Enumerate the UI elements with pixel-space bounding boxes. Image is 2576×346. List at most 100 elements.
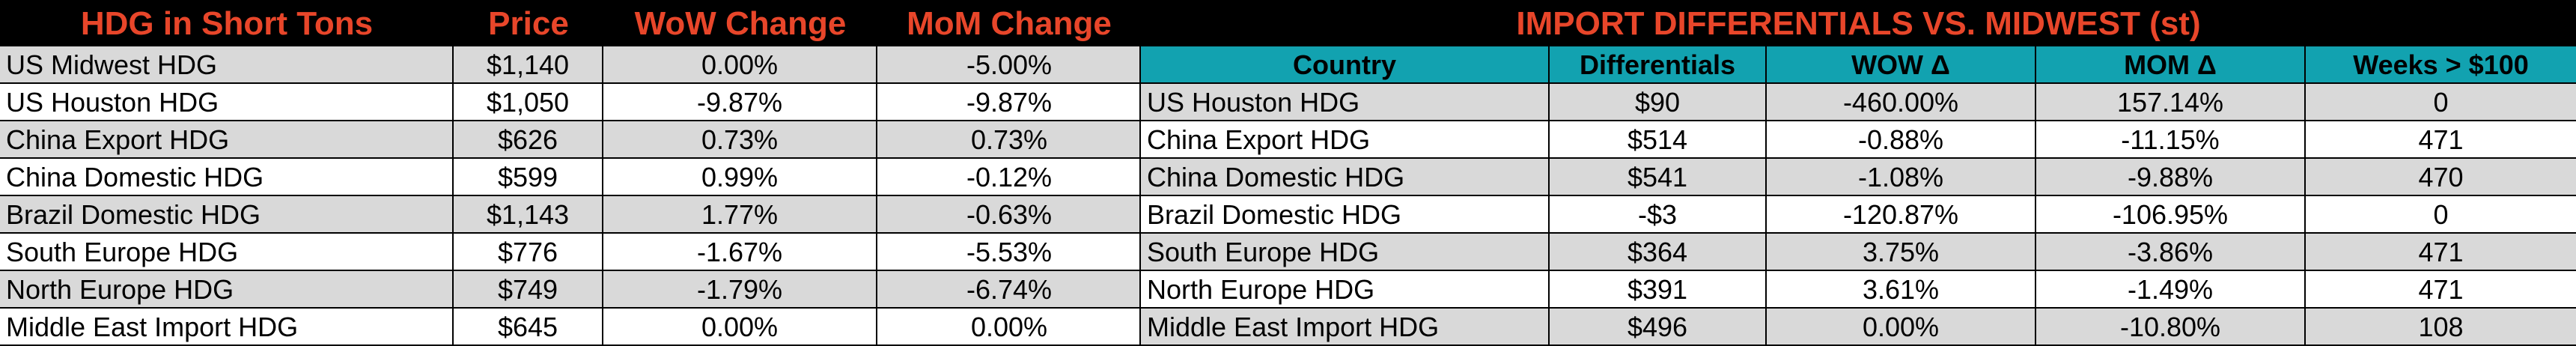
wow-change-cell: -1.79% xyxy=(603,271,877,307)
wow-change-cell: 0.73% xyxy=(603,121,877,157)
price-cell: $1,143 xyxy=(454,196,603,232)
wow-delta-cell: -1.08% xyxy=(1767,159,2036,195)
country-cell: Middle East Import HDG xyxy=(1141,309,1550,345)
country-cell: China Export HDG xyxy=(1141,121,1550,157)
country-cell: US Houston HDG xyxy=(1141,84,1550,120)
mom-change-cell: -9.87% xyxy=(966,87,1053,118)
mom-change-cell: 0.73% xyxy=(970,124,1048,155)
differential-cell: $496 xyxy=(1550,309,1767,345)
header-mom-change: MoM Change xyxy=(907,5,1112,42)
weeks-over-100-cell: 0 xyxy=(2433,87,2449,118)
wow-delta-cell: -120.87% xyxy=(1767,196,2036,232)
differential-cell: $541 xyxy=(1550,159,1767,195)
weeks-over-100-cell: 0 xyxy=(2433,199,2449,230)
product-name-cell: US Houston HDG xyxy=(0,84,454,120)
mom-change-cell: -5.53% xyxy=(966,237,1053,267)
header-wow-change: WoW Change xyxy=(634,5,847,42)
table-row: China Export HDG $514 -0.88% -11.15% 471 xyxy=(1141,121,2576,159)
differential-cell: $514 xyxy=(1550,121,1767,157)
mom-delta-cell: -9.88% xyxy=(2036,159,2306,195)
import-differentials-table-body: Country Differentials WOW Δ MOM Δ Weeks > $1… xyxy=(1141,46,2576,346)
wow-delta-cell: 3.75% xyxy=(1767,234,2036,270)
price-cell: $599 xyxy=(454,159,603,195)
product-name-cell: Brazil Domestic HDG xyxy=(0,196,454,232)
table-row: US Houston HDG $90 -460.00% 157.14% 0 xyxy=(1141,84,2576,121)
mom-delta-cell: -11.15% xyxy=(2036,121,2306,157)
mom-delta-cell: -10.80% xyxy=(2036,309,2306,345)
wow-delta-cell: 0.00% xyxy=(1767,309,2036,345)
hdg-price-table: HDG in Short Tons Price WoW Change MoM C… xyxy=(0,0,1141,346)
table-row: South Europe HDG $364 3.75% -3.86% 471 xyxy=(1141,234,2576,271)
differential-cell: $364 xyxy=(1550,234,1767,270)
country-cell: North Europe HDG xyxy=(1141,271,1550,307)
wow-change-cell: 0.00% xyxy=(603,46,877,82)
table-row: North Europe HDG $391 3.61% -1.49% 471 xyxy=(1141,271,2576,309)
mom-change-cell: 0.00% xyxy=(970,312,1048,342)
price-cell: $645 xyxy=(454,309,603,345)
product-name-cell: US Midwest HDG xyxy=(0,46,454,82)
wow-delta-cell: 3.61% xyxy=(1767,271,2036,307)
hdg-price-table-header: HDG in Short Tons Price WoW Change MoM C… xyxy=(0,0,1141,46)
country-cell: China Domestic HDG xyxy=(1141,159,1550,195)
header-country: Country xyxy=(1141,46,1550,82)
differential-cell: $391 xyxy=(1550,271,1767,307)
product-name-cell: North Europe HDG xyxy=(0,271,454,307)
weeks-over-100-cell: 108 xyxy=(2418,312,2464,342)
table-row: Brazil Domestic HDG -$3 -120.87% -106.95% 0 xyxy=(1141,196,2576,234)
header-product: HDG in Short Tons xyxy=(80,5,374,42)
weeks-over-100-cell: 471 xyxy=(2418,124,2464,155)
table-row: North Europe HDG $749 -1.79% -6.74% xyxy=(0,271,1141,309)
differential-cell: -$3 xyxy=(1550,196,1767,232)
differentials-header-row: Country Differentials WOW Δ MOM Δ Weeks > $1… xyxy=(1141,46,2576,84)
weeks-over-100-cell: 470 xyxy=(2418,162,2464,192)
product-name-cell: South Europe HDG xyxy=(0,234,454,270)
price-cell: $1,050 xyxy=(454,84,603,120)
table-row: US Houston HDG $1,050 -9.87% -9.87% xyxy=(0,84,1141,121)
wow-delta-cell: -460.00% xyxy=(1767,84,2036,120)
import-differentials-title: IMPORT DIFFERENTIALS VS. MIDWEST (st) xyxy=(1516,5,2201,42)
differential-cell: $90 xyxy=(1550,84,1767,120)
price-cell: $626 xyxy=(454,121,603,157)
wow-change-cell: 0.00% xyxy=(603,309,877,345)
product-name-cell: China Domestic HDG xyxy=(0,159,454,195)
table-row: China Export HDG $626 0.73% 0.73% xyxy=(0,121,1141,159)
wow-change-cell: -1.67% xyxy=(603,234,877,270)
mom-change-cell: -0.12% xyxy=(966,162,1053,192)
mom-change-cell: -0.63% xyxy=(966,199,1053,230)
country-cell: Brazil Domestic HDG xyxy=(1141,196,1550,232)
table-row: US Midwest HDG $1,140 0.00% -5.00% xyxy=(0,46,1141,84)
table-row: Middle East Import HDG $645 0.00% 0.00% xyxy=(0,309,1141,346)
table-row: Middle East Import HDG $496 0.00% -10.80% 10… xyxy=(1141,309,2576,346)
header-differential: Differentials xyxy=(1550,46,1767,82)
import-differentials-table: IMPORT DIFFERENTIALS VS. MIDWEST (st) Co… xyxy=(1141,0,2576,346)
product-name-cell: China Export HDG xyxy=(0,121,454,157)
price-cell: $776 xyxy=(454,234,603,270)
price-cell: $1,140 xyxy=(454,46,603,82)
table-row: South Europe HDG $776 -1.67% -5.53% xyxy=(0,234,1141,271)
table-row: China Domestic HDG $599 0.99% -0.12% xyxy=(0,159,1141,196)
header-mom-delta: MOM Δ xyxy=(2036,46,2306,82)
wow-change-cell: 0.99% xyxy=(603,159,877,195)
mom-delta-cell: 157.14% xyxy=(2036,84,2306,120)
mom-delta-cell: -3.86% xyxy=(2036,234,2306,270)
weeks-over-100-cell: 471 xyxy=(2418,237,2464,267)
header-weeks-over-100: Weeks > $100 xyxy=(2353,49,2529,80)
import-differentials-title-bar: IMPORT DIFFERENTIALS VS. MIDWEST (st) xyxy=(1141,0,2576,46)
mom-delta-cell: -1.49% xyxy=(2036,271,2306,307)
product-name-cell: Middle East Import HDG xyxy=(0,309,454,345)
mom-delta-cell: -106.95% xyxy=(2036,196,2306,232)
country-cell: South Europe HDG xyxy=(1141,234,1550,270)
wow-change-cell: -9.87% xyxy=(603,84,877,120)
weeks-over-100-cell: 471 xyxy=(2418,274,2464,305)
hdg-price-table-body: US Midwest HDG $1,140 0.00% -5.00% US Housto… xyxy=(0,46,1141,346)
table-row: Brazil Domestic HDG $1,143 1.77% -0.63% xyxy=(0,196,1141,234)
wow-change-cell: 1.77% xyxy=(603,196,877,232)
wow-delta-cell: -0.88% xyxy=(1767,121,2036,157)
price-cell: $749 xyxy=(454,271,603,307)
table-row: China Domestic HDG $541 -1.08% -9.88% 470 xyxy=(1141,159,2576,196)
mom-change-cell: -5.00% xyxy=(966,49,1053,80)
header-wow-delta: WOW Δ xyxy=(1767,46,2036,82)
mom-change-cell: -6.74% xyxy=(966,274,1053,305)
header-price: Price xyxy=(488,5,569,42)
